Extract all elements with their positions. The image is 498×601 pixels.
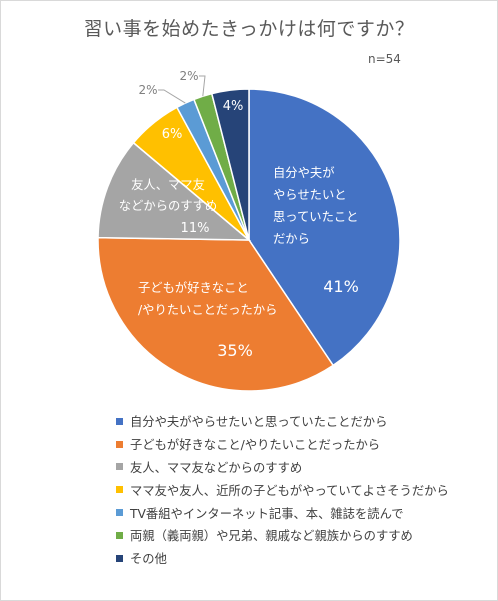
legend-item-3: 友人、ママ友などからのすすめ <box>116 456 496 479</box>
slice-value-2: 35% <box>217 341 253 360</box>
legend-label-4: ママ友や友人、近所の子どもがやっていてよさそうだから <box>130 483 449 498</box>
pie-slice-1 <box>248 88 401 367</box>
legend-label-6: 両親（義両親）や兄弟、親戚など親族からのすすめ <box>130 529 413 544</box>
legend-swatch-2 <box>116 440 123 448</box>
legend-label-5: TV番組やインターネット記事、本、雑誌を読んで <box>130 506 404 521</box>
legend-label-7: その他 <box>130 552 167 567</box>
legend-swatch-5 <box>116 509 123 517</box>
slice-value-6: 2% <box>179 69 198 83</box>
slice-value-3: 11% <box>181 221 210 236</box>
leader-line-6 <box>199 75 206 97</box>
pie-slice-2 <box>97 236 335 392</box>
legend-label-3: 友人、ママ友などからのすすめ <box>130 460 303 475</box>
legend-item-5: TV番組やインターネット記事、本、雑誌を読んで <box>116 501 496 524</box>
pie-slice-7 <box>210 88 250 241</box>
slice-value-7: 4% <box>223 99 244 114</box>
leader-line-5 <box>158 89 186 104</box>
legend-item-7: その他 <box>116 547 496 570</box>
legend-swatch-3 <box>116 463 123 471</box>
legend-swatch-6 <box>116 531 123 539</box>
slice-label-3-line-2: などからのすすめ <box>119 199 217 213</box>
chart-legend: 自分や夫がやらせたいと思っていたことだから 子どもが好きなこと/やりたいことだった… <box>116 410 496 570</box>
legend-item-6: 両親（義両親）や兄弟、親戚など親族からのすすめ <box>116 524 496 547</box>
legend-item-2: 子どもが好きなこと/やりたいことだったから <box>116 433 496 456</box>
slice-value-4: 6% <box>162 127 183 142</box>
slice-value-1: 41% <box>323 277 359 296</box>
slice-label-3-line-1: 友人、ママ友 <box>131 178 205 192</box>
legend-swatch-4 <box>116 486 123 494</box>
pie-chart: 自分や夫がやらせたいと思っていたことだから 41% 子どもが好きなこと/やりたいこと… <box>97 69 401 392</box>
slice-value-5: 2% <box>138 83 157 97</box>
legend-swatch-7 <box>116 554 123 562</box>
slice-label-2-line-1: 子どもが好きなこと <box>138 280 249 295</box>
slice-label-2-line-2: /やりたいことだったから <box>138 303 277 317</box>
legend-label-2: 子どもが好きなこと/やりたいことだったから <box>130 438 381 453</box>
chart-title: 習い事を始めたきっかけは何ですか？ <box>83 18 415 40</box>
slice-label-1-line-2: やらせたいと <box>273 188 347 202</box>
pie-slice-3 <box>97 141 252 241</box>
slice-label-1-line-3: 思っていたこと <box>273 210 358 224</box>
legend-swatch-1 <box>116 417 123 425</box>
sample-size-note: n=54 <box>368 52 401 66</box>
slice-label-1-line-1: 自分や夫が <box>273 165 335 180</box>
legend-item-1: 自分や夫がやらせたいと思っていたことだから <box>116 410 496 433</box>
legend-item-4: ママ友や友人、近所の子どもがやっていてよさそうだから <box>116 478 496 501</box>
slice-label-1-line-4: だから <box>273 232 310 246</box>
legend-label-1: 自分や夫がやらせたいと思っていたことだから <box>130 415 388 430</box>
